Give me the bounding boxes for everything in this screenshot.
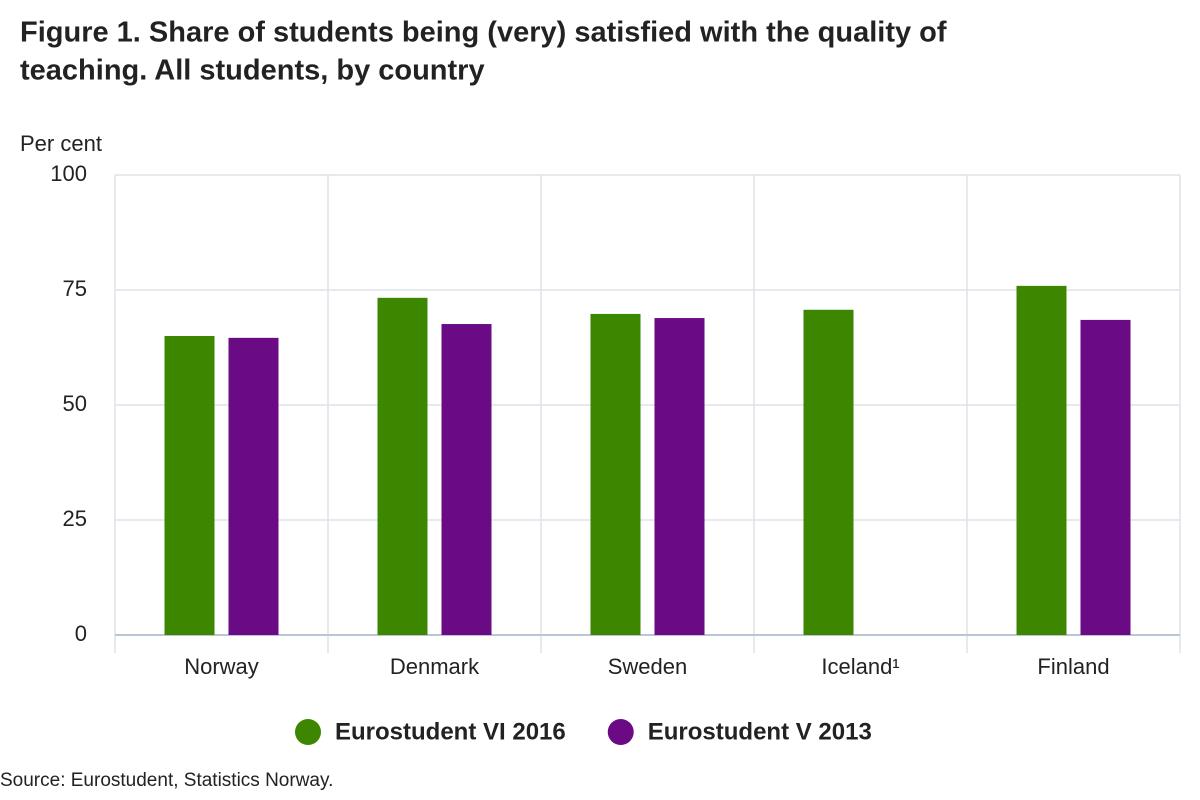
bar [164,336,215,635]
bar [377,297,428,635]
legend-marker [607,719,634,745]
source: Source: Eurostudent, Statistics Norway. [0,770,333,791]
y-axis-label: Per cent [20,131,102,156]
bar [654,318,705,635]
bar [1016,285,1067,635]
chart-title: Figure 1. Share of students being (very)… [20,17,947,49]
bar [441,324,492,635]
x-tick-label: Norway [184,654,259,679]
y-tick-label: 0 [75,621,87,646]
bar [1080,319,1131,635]
legend-marker [295,719,321,745]
y-tick-label: 25 [63,506,87,531]
legend-label: Eurostudent VI 2016 [335,718,566,745]
y-tick-label: 50 [63,391,87,416]
legend-label: Eurostudent V 2013 [648,718,872,745]
bar [803,309,854,635]
chart-subtitle: teaching. All students, by country [20,55,485,87]
x-tick-label: Iceland¹ [821,654,899,679]
y-tick-label: 75 [63,276,87,301]
x-tick-label: Denmark [390,654,480,679]
x-tick-label: Sweden [608,654,688,679]
bar [228,337,279,635]
bar [590,313,641,635]
x-tick-label: Finland [1037,654,1109,679]
y-tick-label: 100 [50,161,87,186]
